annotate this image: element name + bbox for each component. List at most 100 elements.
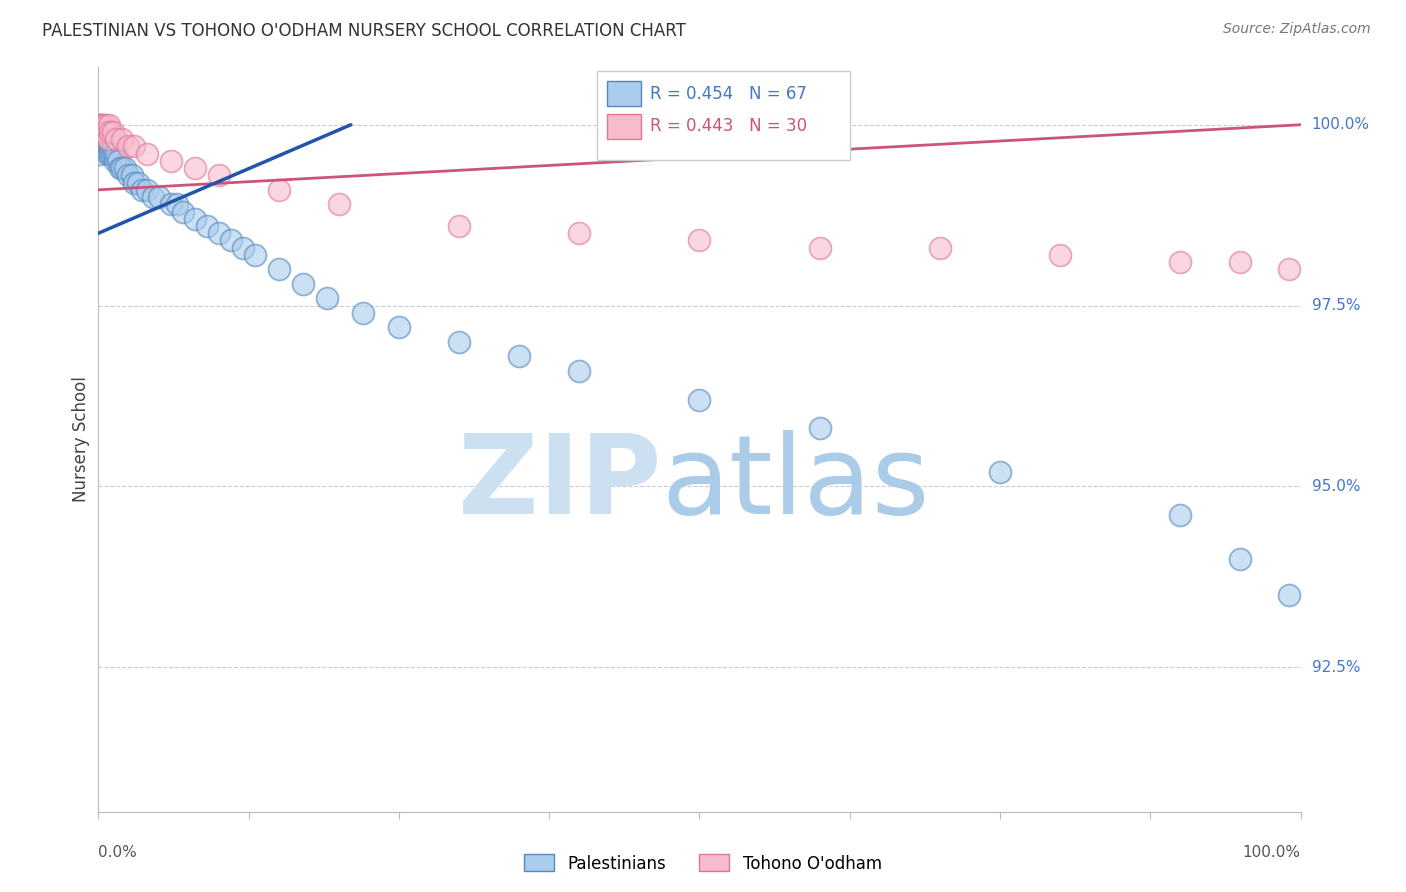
Point [100, 146, 122, 161]
Point [328, 197, 350, 211]
Point [94, 139, 117, 153]
Point [208, 169, 231, 183]
Text: 97.5%: 97.5% [1312, 298, 1360, 313]
Point [98, 118, 121, 132]
Text: Source: ZipAtlas.com: Source: ZipAtlas.com [1223, 22, 1371, 37]
Point [114, 161, 136, 175]
Text: 92.5%: 92.5% [1312, 659, 1360, 674]
Point [89, 139, 111, 153]
Point [89, 125, 111, 139]
Point [447, 219, 470, 233]
Point [388, 320, 411, 334]
Point [352, 306, 374, 320]
Point [568, 226, 591, 240]
Point [159, 197, 181, 211]
Point [688, 234, 710, 248]
Point [111, 161, 134, 175]
Point [141, 190, 163, 204]
Point [124, 176, 146, 190]
Point [98, 139, 121, 153]
Point [232, 241, 254, 255]
Point [267, 183, 290, 197]
Point [135, 146, 157, 161]
Point [117, 139, 139, 153]
Point [89, 118, 111, 132]
Text: 100.0%: 100.0% [1243, 845, 1301, 860]
Point [219, 234, 242, 248]
Point [97, 146, 120, 161]
Point [96, 125, 118, 139]
Point [103, 146, 125, 161]
Text: 0.0%: 0.0% [98, 845, 138, 860]
Point [108, 161, 131, 175]
Point [1170, 255, 1192, 269]
Point [121, 169, 143, 183]
Point [89, 146, 111, 161]
FancyBboxPatch shape [598, 70, 849, 160]
Text: 95.0%: 95.0% [1312, 479, 1360, 494]
Point [1049, 248, 1071, 262]
Point [91, 132, 114, 146]
Text: PALESTINIAN VS TOHONO O'ODHAM NURSERY SCHOOL CORRELATION CHART: PALESTINIAN VS TOHONO O'ODHAM NURSERY SC… [42, 22, 686, 40]
Point [124, 139, 146, 153]
Point [315, 291, 337, 305]
Point [117, 169, 139, 183]
Point [91, 125, 114, 139]
Point [93, 125, 115, 139]
Point [91, 125, 114, 139]
Point [195, 219, 218, 233]
Point [111, 132, 134, 146]
Point [1170, 508, 1192, 523]
Point [1229, 255, 1251, 269]
FancyBboxPatch shape [607, 114, 641, 139]
Point [96, 139, 118, 153]
Legend: Palestinians, Tohono O'odham: Palestinians, Tohono O'odham [517, 847, 889, 880]
Point [107, 153, 129, 168]
Point [267, 262, 290, 277]
Point [101, 139, 124, 153]
Point [101, 125, 124, 139]
Point [93, 125, 115, 139]
Text: ZIP: ZIP [457, 431, 661, 538]
Point [98, 132, 121, 146]
Point [1277, 588, 1299, 602]
Point [131, 183, 153, 197]
Point [208, 226, 231, 240]
Point [97, 132, 120, 146]
Point [94, 118, 117, 132]
Point [90, 139, 112, 153]
Y-axis label: Nursery School: Nursery School [72, 376, 90, 502]
Point [183, 161, 205, 175]
Point [148, 190, 170, 204]
Point [127, 176, 149, 190]
Point [291, 277, 314, 291]
FancyBboxPatch shape [607, 81, 641, 106]
Text: atlas: atlas [661, 431, 929, 538]
Point [100, 125, 122, 139]
Point [91, 125, 114, 139]
Point [508, 349, 530, 363]
Point [93, 132, 115, 146]
Point [135, 183, 157, 197]
Point [1229, 551, 1251, 566]
Point [94, 132, 117, 146]
Point [90, 118, 112, 132]
Point [96, 125, 118, 139]
Point [104, 153, 127, 168]
Point [183, 211, 205, 226]
Point [91, 139, 114, 153]
Point [105, 132, 128, 146]
Point [100, 139, 122, 153]
Point [172, 204, 194, 219]
Point [688, 392, 710, 407]
Text: R = 0.454   N = 67: R = 0.454 N = 67 [650, 85, 807, 103]
Point [166, 197, 188, 211]
Point [105, 146, 128, 161]
Point [89, 132, 111, 146]
Point [90, 125, 112, 139]
Point [243, 248, 266, 262]
Point [91, 132, 114, 146]
Point [90, 132, 112, 146]
Point [90, 118, 112, 132]
Point [100, 146, 122, 161]
